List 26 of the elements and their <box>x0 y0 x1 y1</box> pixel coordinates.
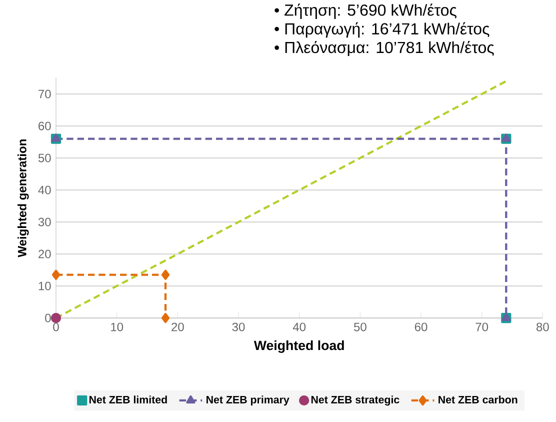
y-tick-label: 20 <box>38 250 51 258</box>
legend-label: Net ZEB strategic <box>311 396 400 406</box>
legend-label: Net ZEB carbon <box>438 396 518 404</box>
x-axis-title: Weighted load <box>254 340 344 353</box>
x-tick-label: 80 <box>536 322 549 332</box>
x-tick-label: 10 <box>111 322 124 332</box>
y-tick-label: 60 <box>38 122 51 130</box>
x-tick-label: 20 <box>172 322 184 332</box>
legend-label: Net ZEB primary <box>206 396 290 406</box>
text: • Ζήτηση: 5’690 kWh/έτος <box>274 4 456 19</box>
y-tick-label: 0 <box>45 314 51 322</box>
y-tick-label: 70 <box>38 90 51 98</box>
legend-label: Net ZEB limited <box>89 396 167 404</box>
y-tick-label: 40 <box>38 186 51 194</box>
y-axis-title: Weighted generation <box>18 140 29 258</box>
x-tick-label: 40 <box>292 322 306 332</box>
text: • Παραγωγή: 16’471 kWh/έτος <box>274 22 490 38</box>
x-tick-label: 70 <box>476 322 488 332</box>
x-tick-label: 60 <box>414 322 428 332</box>
x-tick-label: 50 <box>354 322 366 332</box>
text: • Πλεόνασμα: 10’781 kWh/έτος <box>274 40 494 56</box>
x-tick-label: 30 <box>232 322 245 332</box>
y-tick-label: 10 <box>38 282 51 290</box>
x-tick-label: 0 <box>53 322 59 332</box>
y-tick-label: 50 <box>38 154 51 162</box>
y-tick-label: 30 <box>38 218 51 226</box>
